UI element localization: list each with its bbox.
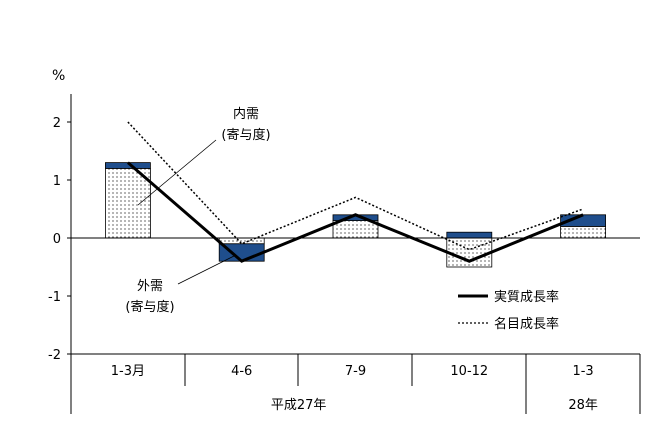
bar-segment (560, 225, 606, 239)
x-category-label: 10-12 (450, 364, 488, 379)
annotation-domestic-line2: (寄与度) (221, 127, 270, 143)
annotation-external-line1: 外需 (137, 279, 163, 294)
series-lines (126, 121, 584, 263)
y-axis-ticks: 2 1 0 -1 -2 (48, 116, 71, 363)
bar-segment (446, 231, 493, 239)
y-tick-label: 1 (53, 174, 61, 189)
annotation-domestic: 内需 (寄与度) (137, 106, 271, 206)
x-category-label: 1-3 (572, 364, 593, 379)
x-year-label: 平成27年 (271, 398, 327, 413)
bar-segment (332, 220, 379, 239)
annotation-domestic-line1: 内需 (233, 106, 259, 122)
y-tick-label: -2 (48, 348, 61, 363)
bar-segment (105, 167, 151, 239)
y-tick-label: -1 (48, 290, 61, 305)
y-unit-label: % (52, 68, 65, 84)
y-tick-label: 0 (53, 232, 61, 247)
x-category-label: 7-9 (345, 364, 366, 379)
annotation-domestic-leader (137, 139, 217, 206)
series-line (126, 161, 584, 263)
y-tick-label: 2 (53, 116, 61, 131)
annotation-external: 外需 (寄与度) (125, 255, 235, 315)
category-table (71, 353, 641, 414)
bar-segment (218, 237, 265, 245)
x-axis-year-groups: 平成27年 28年 (271, 398, 598, 413)
x-category-label: 4-6 (231, 364, 252, 379)
x-axis-categories: 1-3月 4-6 7-9 10-12 1-3 (111, 364, 594, 379)
series-line (127, 121, 584, 251)
legend-label-real: 実質成長率 (494, 289, 559, 305)
bar-segment (446, 237, 493, 268)
x-year-label: 28年 (568, 398, 598, 413)
x-category-label: 1-3月 (111, 364, 145, 379)
annotation-external-line2: (寄与度) (125, 299, 174, 315)
legend: 実質成長率 名目成長率 (458, 289, 559, 332)
annotation-external-leader (177, 255, 235, 285)
legend-label-nominal: 名目成長率 (494, 316, 559, 332)
bars (105, 162, 606, 268)
